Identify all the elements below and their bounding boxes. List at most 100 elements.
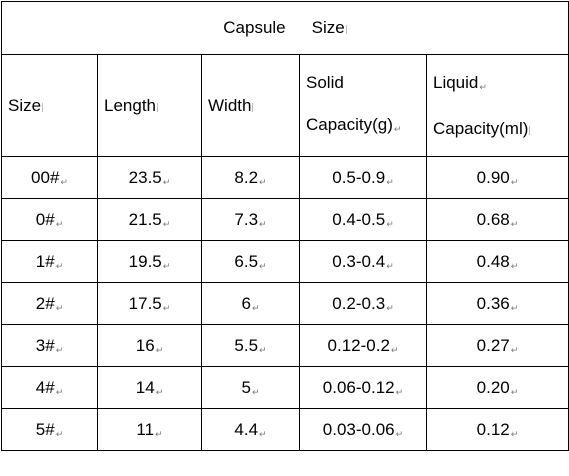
paragraph-return-icon: ↵ [55,386,64,397]
cell-width: 4.4↵ [201,408,300,451]
cell-solid: 0.06-0.12↵ [299,366,427,409]
cell-width-value: 8.2 [234,167,259,187]
cell-end-mark [345,25,347,34]
header-solid-bottom: Capacity(g)↵ [306,104,426,150]
table-row: 2#↵ 17.5↵ 6↵ 0.2-0.3↵ 0.36↵ [1,282,569,325]
paragraph-return-icon: ↵ [55,428,64,439]
cell-length: 11↵ [97,408,202,451]
cell-length: 21.5↵ [97,198,202,241]
cell-length-value: 11 [136,419,155,439]
table-row: 1#↵ 19.5↵ 6.5↵ 0.3-0.4↵ 0.48↵ [1,240,569,283]
cell-liquid: 0.36↵ [426,282,569,325]
cell-liquid: 0.12↵ [426,408,569,451]
header-size: Size [1,54,98,157]
cell-size-value: 00# [31,167,60,187]
cell-width-value: 5 [241,377,251,397]
cell-liquid: 0.48↵ [426,240,569,283]
paragraph-return-icon: ↵ [510,302,519,313]
table-row: 3#↵ 16↵ 5.5↵ 0.12-0.2↵ 0.27↵ [1,324,569,367]
paragraph-return-icon: ↵ [395,386,404,397]
paragraph-return-icon: ↵ [386,176,394,187]
cell-size-value: 3# [35,335,55,355]
cell-length-value: 14 [135,377,155,397]
cell-solid-value: 0.5-0.9 [332,167,386,187]
cell-width: 6.5↵ [201,240,300,283]
header-solid-bottom-label: Capacity(g) [306,114,393,134]
paragraph-return-icon: ↵ [259,344,267,355]
paragraph-return-icon: ↵ [390,344,399,355]
paragraph-return-icon: ↵ [510,176,519,187]
cell-length: 17.5↵ [97,282,202,325]
cell-size: 00#↵ [1,156,98,199]
cell-end-mark [529,125,531,135]
cell-liquid: 0.68↵ [426,198,569,241]
paragraph-return-icon: ↵ [393,123,402,134]
paragraph-return-icon: ↵ [386,218,394,229]
cell-end-mark [252,102,254,112]
cell-size-value: 4# [35,377,55,397]
paragraph-return-icon: ↵ [55,344,64,355]
cell-width: 5↵ [201,366,300,409]
cell-size-value: 5# [35,419,55,439]
cell-length: 23.5↵ [97,156,202,199]
header-size-label: Size [8,95,42,115]
header-width-label: Width [208,95,252,115]
cell-width-value: 6 [241,293,251,313]
paragraph-return-icon: ↵ [386,260,394,271]
cell-solid-value: 0.03-0.06 [322,419,395,439]
title-word-size: Size [311,18,345,37]
cell-size-value: 2# [35,293,55,313]
paragraph-return-icon: ↵ [510,218,519,229]
cell-liquid: 0.27↵ [426,324,569,367]
header-length-label: Length [104,95,156,115]
cell-solid: 0.2-0.3↵ [299,282,427,325]
cell-length-value: 21.5 [128,209,162,229]
paragraph-return-icon: ↵ [510,260,519,271]
paragraph-return-icon: ↵ [162,302,171,313]
cell-width: 7.3↵ [201,198,300,241]
cell-length: 19.5↵ [97,240,202,283]
paragraph-return-icon: ↵ [510,428,519,439]
paragraph-return-icon: ↵ [510,344,519,355]
paragraph-return-icon: ↵ [251,302,260,313]
cell-length: 16↵ [97,324,202,367]
paragraph-return-icon: ↵ [395,428,404,439]
paragraph-return-icon: ↵ [259,260,267,271]
cell-liquid-value: 0.20 [476,377,510,397]
cell-liquid-value: 0.90 [476,167,510,187]
header-liquid-bottom: Capacity(ml) [433,108,568,150]
paragraph-return-icon: ↵ [155,344,164,355]
cell-size: 3#↵ [1,324,98,367]
cell-liquid-value: 0.12 [476,419,510,439]
title-word-capsule: Capsule [223,18,286,37]
cell-end-mark [42,102,44,112]
paragraph-return-icon: ↵ [510,386,519,397]
table-row: 5#↵ 11↵ 4.4↵ 0.03-0.06↵ 0.12↵ [1,408,569,451]
cell-end-mark [157,102,158,112]
cell-width-value: 4.4 [234,419,259,439]
cell-liquid-value: 0.36 [476,293,510,313]
cell-solid: 0.03-0.06↵ [299,408,427,451]
capsule-size-table: Capsule Size Size Length Width Solid Capa… [1,1,569,451]
paragraph-return-icon: ↵ [55,260,64,271]
cell-liquid-value: 0.48 [476,251,510,271]
cell-liquid: 0.20↵ [426,366,569,409]
paragraph-return-icon: ↵ [162,218,171,229]
header-liquid-top: Liquid↵ [433,62,568,108]
cell-width: 5.5↵ [201,324,300,367]
cell-solid: 0.3-0.4↵ [299,240,427,283]
cell-size: 0#↵ [1,198,98,241]
cell-width-value: 6.5 [234,251,259,271]
paragraph-return-icon: ↵ [162,260,171,271]
table-row: 0#↵ 21.5↵ 7.3↵ 0.4-0.5↵ 0.68↵ [1,198,569,241]
paragraph-return-icon: ↵ [259,428,267,439]
table-title: Capsule Size [1,1,569,55]
table-row: 4#↵ 14↵ 5↵ 0.06-0.12↵ 0.20↵ [1,366,569,409]
cell-solid-value: 0.2-0.3 [332,293,386,313]
cell-solid: 0.4-0.5↵ [299,198,427,241]
cell-liquid-value: 0.68 [476,209,510,229]
cell-length-value: 23.5 [128,167,162,187]
paragraph-return-icon: ↵ [155,386,164,397]
header-solid-capacity: Solid Capacity(g)↵ [299,54,427,157]
